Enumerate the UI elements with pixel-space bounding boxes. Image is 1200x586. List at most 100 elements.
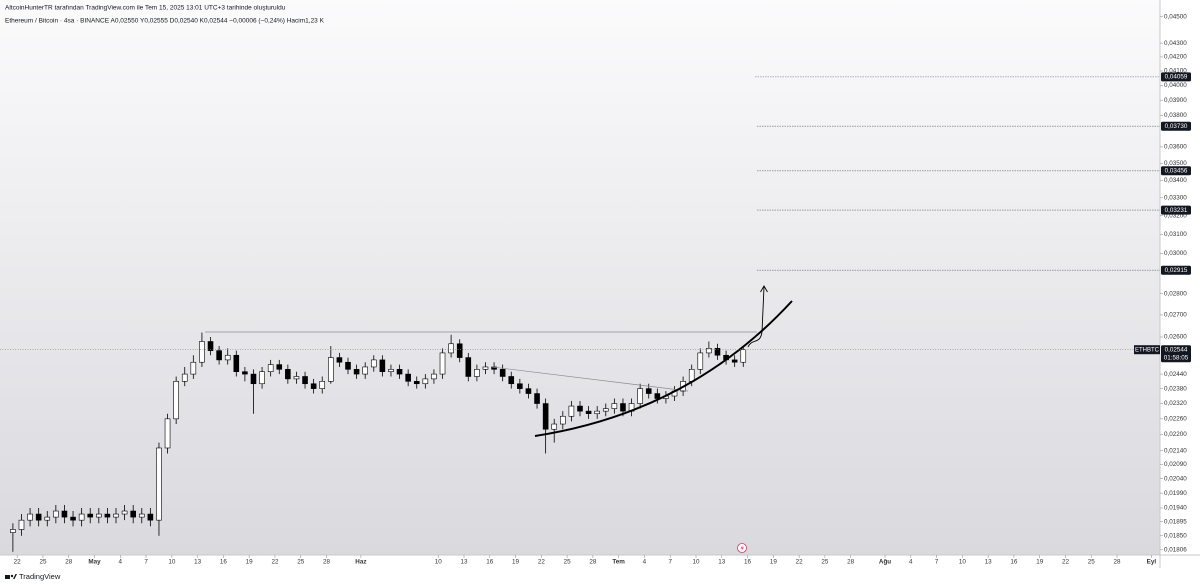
candle (18, 514, 25, 536)
header-credit: AltcoinHunterTR tarafından TradingView.c… (5, 5, 286, 12)
x-tick-label: 19 (770, 559, 778, 566)
candle (190, 355, 197, 379)
candle-body (474, 369, 480, 377)
candle (482, 362, 489, 375)
y-tick-label: 0,02260 (1164, 416, 1187, 423)
candle (319, 376, 326, 394)
brand-name: TradingView (19, 572, 61, 581)
y-tick-label: 0,02380 (1164, 385, 1187, 392)
candle (130, 505, 136, 524)
candle (181, 366, 188, 387)
candle-body (250, 373, 257, 385)
candle (654, 388, 661, 404)
candle (78, 508, 85, 527)
logo-slash (13, 574, 17, 579)
candle (27, 508, 33, 527)
x-tick-label: 22 (14, 559, 22, 566)
candle (405, 369, 411, 387)
candle-body (293, 376, 300, 380)
candle-body (181, 373, 188, 382)
candle (379, 355, 386, 377)
x-tick-label: 13 (718, 559, 726, 566)
arrow-head (760, 285, 768, 293)
candle (465, 352, 472, 382)
x-tick-label: 10 (168, 559, 176, 566)
y-tick-label: 0,03600 (1164, 144, 1187, 151)
candle-body (714, 348, 721, 356)
y-tick-label: 0,02320 (1164, 400, 1187, 407)
candle (439, 348, 446, 379)
candle-body (78, 513, 85, 521)
candle-body (35, 513, 42, 521)
candle (267, 359, 274, 377)
x-tick-label: 28 (847, 559, 855, 566)
x-tick-label: 22 (1062, 559, 1070, 566)
candle-body (611, 403, 618, 409)
candle-body (448, 343, 454, 354)
y-tick-label: 0,02200 (1164, 431, 1187, 438)
candle-body (568, 405, 575, 417)
y-tick-label: 0,02090 (1164, 461, 1187, 468)
candle (508, 371, 515, 389)
candle-body (345, 361, 351, 370)
y-tick-label: 0,01940 (1164, 505, 1187, 512)
candle-body (551, 423, 558, 430)
candle-body (96, 513, 102, 518)
y-tick-label: 0,01850 (1164, 532, 1187, 539)
projection-arrow (747, 286, 765, 348)
candle (714, 343, 721, 360)
candle-body (731, 359, 738, 363)
x-tick-label: 22 (796, 559, 804, 566)
candle-body (173, 381, 179, 420)
candle-body (594, 410, 600, 414)
candle (53, 505, 59, 524)
candle-body (465, 357, 472, 377)
y-tick-label: 0,03900 (1164, 97, 1187, 104)
candle (542, 398, 549, 454)
candle-body (156, 447, 162, 521)
candle (310, 378, 317, 394)
candle-body (439, 352, 446, 375)
candle (199, 332, 205, 367)
candle-body (233, 354, 240, 372)
level-label: 0,03730 (1165, 123, 1188, 130)
candle (70, 511, 76, 527)
candle (697, 348, 704, 375)
candle (207, 336, 214, 356)
logo-dot (10, 574, 14, 578)
candle (336, 352, 343, 367)
candle-body (164, 418, 171, 449)
y-tick-label: 0,01990 (1164, 490, 1187, 497)
x-tick-label: 19 (1036, 559, 1044, 566)
symbol-label: ETHBTC (1135, 347, 1160, 353)
candle (422, 374, 429, 389)
candle-body (697, 352, 704, 370)
x-tick-label: 10 (692, 559, 700, 566)
level-label: 0,03231 (1165, 207, 1188, 214)
candle-body (534, 393, 540, 404)
candle (525, 383, 532, 399)
candle-body (456, 343, 463, 358)
symbol-legend: Ethereum / Bitcoin · 4sa · BINANCE A0,02… (5, 18, 325, 25)
y-tick-label: 0,02140 (1164, 447, 1187, 454)
candle (517, 378, 523, 394)
x-tick-label: 28 (1114, 559, 1122, 566)
candle-body (104, 513, 111, 518)
candle-body (620, 403, 626, 412)
candle (594, 406, 600, 419)
candle (113, 508, 119, 524)
y-tick-label: 0,03200 (1164, 212, 1187, 219)
x-tick-label: 13 (194, 559, 202, 566)
candle-body (353, 369, 360, 375)
x-tick-label: 16 (744, 559, 752, 566)
candle-body (224, 354, 231, 361)
candle (585, 406, 592, 419)
candle (104, 508, 111, 524)
x-tick-label: May (88, 559, 101, 566)
y-tick-label: 0,02700 (1164, 312, 1187, 319)
candle-body (44, 516, 51, 521)
x-tick-label: 22 (271, 559, 279, 566)
candle-body (405, 373, 411, 382)
candle (276, 359, 283, 375)
